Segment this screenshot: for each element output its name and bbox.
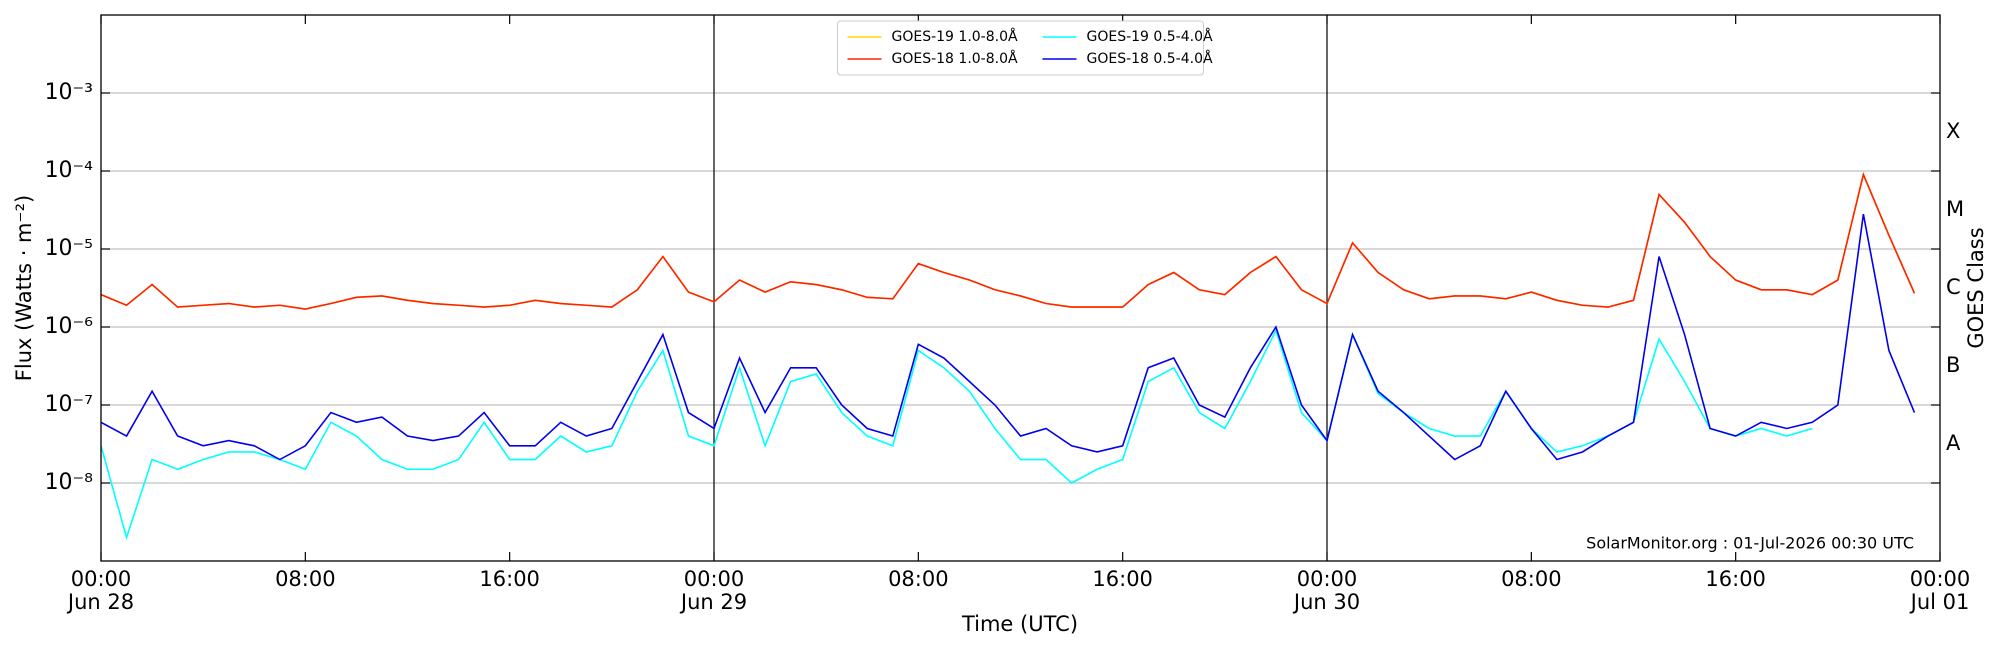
legend-label: GOES-19 0.5-4.0Å bbox=[1087, 28, 1213, 45]
legend-label: GOES-18 0.5-4.0Å bbox=[1087, 50, 1213, 67]
legend-box bbox=[837, 20, 1204, 76]
y-tick-label: 10⁻⁴ bbox=[45, 158, 94, 183]
y-tick-label: 10⁻⁶ bbox=[45, 314, 94, 339]
legend-label: GOES-18 1.0-8.0Å bbox=[892, 50, 1018, 67]
x-tick-label: 08:00 bbox=[1501, 567, 1562, 591]
x-tick-label: 16:00 bbox=[479, 567, 540, 591]
x-tick-label: 00:00 Jun 30 bbox=[1293, 567, 1361, 614]
x-tick-label: 08:00 bbox=[275, 567, 336, 591]
x-tick-label: 16:00 bbox=[1092, 567, 1153, 591]
y-tick-label: 10⁻⁸ bbox=[45, 470, 94, 495]
plot-frame bbox=[100, 14, 1941, 562]
x-tick-label: 00:00 Jun 29 bbox=[680, 567, 748, 614]
y-tick-label: 10⁻³ bbox=[45, 80, 93, 105]
y-tick-label: 10⁻⁵ bbox=[45, 236, 93, 261]
x-tick-label: 16:00 bbox=[1705, 567, 1766, 591]
x-tick-label: 00:00 Jun 28 bbox=[67, 567, 135, 614]
series-line bbox=[101, 172, 1916, 310]
series-line bbox=[101, 328, 1813, 541]
class-label: M bbox=[1946, 197, 1964, 221]
series-line bbox=[101, 172, 1916, 310]
x-tick-label: 00:00 Jul 01 bbox=[1909, 567, 1971, 614]
class-label: B bbox=[1946, 353, 1960, 377]
class-label: C bbox=[1946, 275, 1961, 299]
series-line bbox=[101, 213, 1916, 461]
x-axis-label: Time (UTC) bbox=[961, 612, 1078, 636]
annotation: SolarMonitor.org : 01-Jul-2026 00:30 UTC bbox=[1586, 534, 1914, 553]
y-tick-label: 10⁻⁷ bbox=[45, 392, 93, 417]
y2-axis-label: GOES Class bbox=[1964, 227, 1988, 348]
class-label: X bbox=[1946, 119, 1960, 143]
y-axis-label: Flux (Watts · m⁻²) bbox=[12, 195, 36, 381]
x-tick-label: 08:00 bbox=[888, 567, 949, 591]
class-label: A bbox=[1946, 431, 1961, 455]
legend-label: GOES-19 1.0-8.0Å bbox=[892, 28, 1018, 45]
